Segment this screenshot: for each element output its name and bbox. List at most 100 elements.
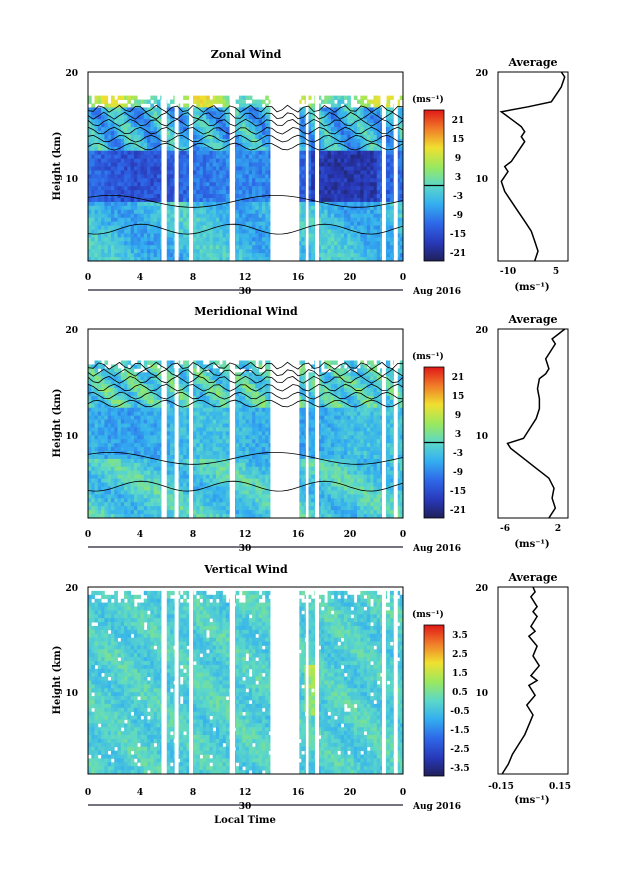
- heatmap-cell: [360, 186, 365, 191]
- heatmap-cell: [248, 372, 253, 377]
- heatmap-cell: [225, 178, 230, 183]
- heatmap-cell: [196, 99, 200, 104]
- heatmap-cell: [389, 107, 394, 112]
- heatmap-cell: [202, 150, 207, 156]
- heatmap-cell: [97, 150, 102, 156]
- heatmap-cell: [196, 103, 200, 108]
- heatmap-cell: [265, 229, 269, 234]
- heatmap-cell: [376, 388, 381, 393]
- heatmap-cell: [245, 107, 250, 112]
- heatmap-cell: [370, 138, 374, 144]
- heatmap-cell: [140, 217, 145, 223]
- heatmap-cell: [183, 131, 187, 136]
- heatmap-cell: [150, 225, 155, 230]
- heatmap-cell: [147, 253, 151, 258]
- heatmap-cell: [347, 135, 351, 140]
- heatmap-cell: [117, 221, 122, 226]
- heatmap-cell: [140, 146, 145, 152]
- heatmap-cell: [360, 123, 365, 128]
- heatmap-cell: [215, 253, 220, 258]
- heatmap-cell: [133, 178, 138, 183]
- heatmap-cell: [97, 241, 102, 246]
- heatmap-cell: [330, 174, 335, 179]
- heatmap-cell: [120, 123, 125, 128]
- heatmap-cell: [225, 213, 230, 219]
- heatmap-cell: [380, 194, 384, 199]
- heatmap-cell: [153, 241, 158, 246]
- heatmap-cell: [101, 229, 105, 234]
- heatmap-cell: [347, 225, 351, 230]
- heatmap-cell: [242, 166, 246, 171]
- heatmap-cell: [307, 217, 312, 223]
- heatmap-cell: [137, 245, 141, 250]
- heatmap-cell: [124, 253, 128, 258]
- heatmap-cell: [380, 162, 384, 167]
- heatmap-cell: [196, 174, 200, 179]
- heatmap-cell: [94, 178, 99, 183]
- heatmap-cell: [88, 178, 92, 183]
- heatmap-cell: [252, 376, 256, 381]
- heatmap-cell: [363, 162, 368, 167]
- heatmap-cell: [337, 154, 342, 160]
- heatmap-cell: [353, 392, 358, 397]
- heatmap-cell: [373, 182, 378, 187]
- heatmap-cell: [88, 205, 92, 211]
- heatmap-cell: [317, 376, 322, 381]
- heatmap-cell: [179, 150, 184, 156]
- heatmap-cell: [107, 201, 112, 207]
- heatmap-cell: [110, 249, 115, 254]
- colorbar-tick-label: -3: [453, 192, 463, 202]
- heatmap-cell: [199, 395, 204, 401]
- heatmap-cell: [183, 395, 187, 401]
- heatmap-cell: [140, 241, 145, 246]
- heatmap-cell: [366, 146, 371, 152]
- heatmap-cell: [156, 146, 161, 152]
- heatmap-cell: [117, 403, 122, 409]
- heatmap-cell: [343, 372, 348, 377]
- heatmap-cell: [380, 217, 384, 223]
- heatmap-cell: [340, 217, 345, 223]
- heatmap-cell: [127, 138, 132, 144]
- heatmap-cell: [238, 201, 243, 207]
- heatmap-cell: [137, 198, 141, 203]
- heatmap-cell: [202, 237, 207, 242]
- heatmap-cell: [324, 213, 328, 219]
- heatmap-cell: [127, 201, 132, 207]
- heatmap-cell: [127, 95, 132, 100]
- heatmap-cell: [107, 170, 112, 175]
- heatmap-cell: [104, 399, 109, 405]
- heatmap-cell: [94, 388, 99, 393]
- heatmap-cell: [199, 376, 204, 381]
- heatmap-cell: [143, 174, 148, 179]
- heatmap-cell: [386, 150, 391, 156]
- heatmap-cell: [193, 364, 197, 369]
- heatmap-cell: [350, 142, 355, 148]
- heatmap-cell: [170, 221, 174, 226]
- heatmap-cell: [143, 138, 148, 144]
- heatmap-cell: [107, 135, 112, 140]
- heatmap-cell: [140, 150, 145, 156]
- colorbar-tick-label: 21: [452, 116, 465, 126]
- heatmap-cell: [114, 103, 118, 108]
- heatmap-cell: [199, 162, 204, 167]
- heatmap-cell: [252, 399, 256, 405]
- heatmap-cell: [137, 364, 141, 369]
- heatmap-cell: [360, 95, 365, 100]
- heatmap-cell: [209, 205, 214, 211]
- heatmap-cell: [265, 205, 269, 211]
- heatmap-cell: [343, 201, 348, 207]
- heatmap-cell: [268, 135, 273, 140]
- heatmap-cell: [133, 166, 138, 171]
- heatmap-cell: [179, 225, 184, 230]
- heatmap-cell: [261, 205, 266, 211]
- heatmap-cell: [97, 229, 102, 234]
- heatmap-cell: [193, 154, 197, 160]
- heatmap-cell: [389, 205, 394, 211]
- heatmap-cell: [209, 182, 214, 187]
- heatmap-cell: [298, 253, 302, 258]
- heatmap-cell: [183, 364, 187, 369]
- heatmap-cell: [265, 388, 269, 393]
- heatmap-cell: [399, 399, 404, 405]
- heatmap-cell: [311, 154, 315, 160]
- heatmap-cell: [110, 111, 115, 116]
